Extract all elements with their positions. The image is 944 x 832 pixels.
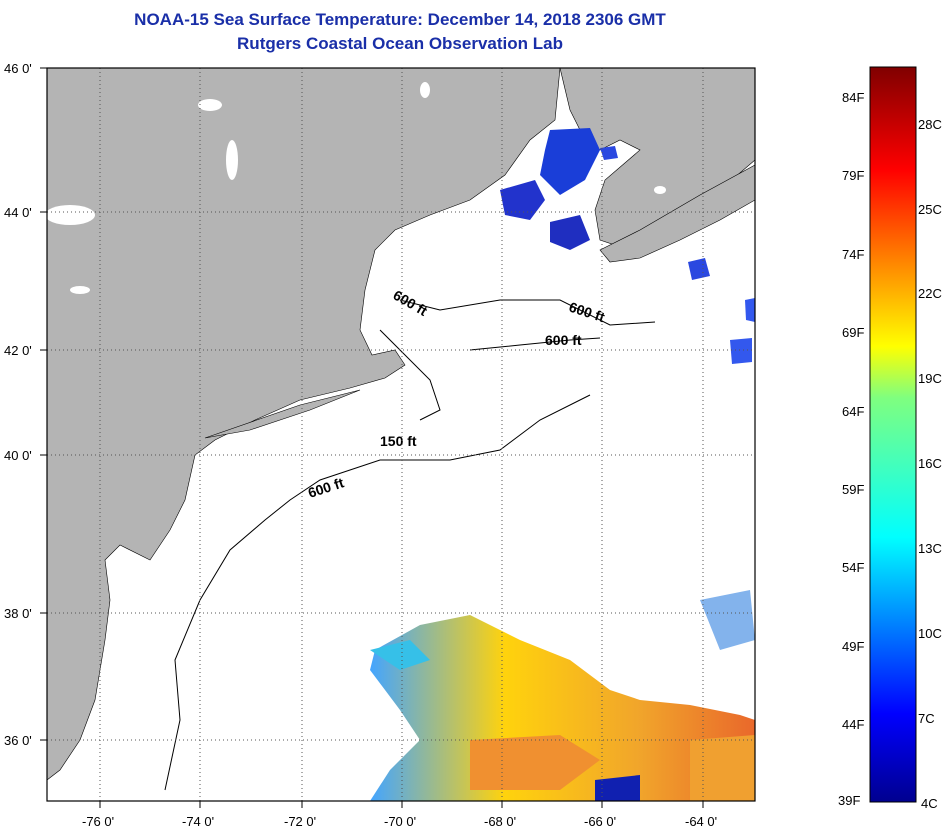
land-masses: [46, 67, 756, 781]
colorbar-f-label: 69F: [842, 325, 864, 340]
lon-label: -72 0': [284, 814, 316, 829]
colorbar-fahrenheit-labels: 84F 79F 74F 69F 64F 59F 54F 49F 44F 39F: [838, 90, 864, 808]
lon-label: -66 0': [584, 814, 616, 829]
colorbar-c-label: 19C: [918, 371, 942, 386]
depth-contours: [164, 299, 656, 791]
colorbar-celsius-labels: 28C 25C 22C 19C 16C 13C 10C 7C 4C: [918, 117, 942, 811]
map-frame: [46, 67, 756, 802]
lat-label: 42 0': [4, 343, 32, 358]
map-subtitle: Rutgers Coastal Ocean Observation Lab: [237, 34, 563, 53]
colorbar-c-label: 7C: [918, 711, 935, 726]
colorbar-f-label: 54F: [842, 560, 864, 575]
lon-label: -70 0': [384, 814, 416, 829]
lat-label: 36 0': [4, 733, 32, 748]
colorbar-f-label: 79F: [842, 168, 864, 183]
longitude-labels: -76 0' -74 0' -72 0' -70 0' -68 0' -66 0…: [82, 814, 717, 829]
colorbar-c-label: 22C: [918, 286, 942, 301]
colorbar-f-label: 84F: [842, 90, 864, 105]
colorbar-f-label: 44F: [842, 717, 864, 732]
lat-label: 44 0': [4, 205, 32, 220]
colorbar-c-label: 16C: [918, 456, 942, 471]
latitude-labels: 46 0' 44 0' 42 0' 40 0' 38 0' 36 0': [4, 61, 32, 748]
colorbar-f-label: 39F: [838, 793, 860, 808]
lat-label: 40 0': [4, 448, 32, 463]
lon-label: -68 0': [484, 814, 516, 829]
colorbar-c-label: 10C: [918, 626, 942, 641]
colorbar-c-label: 25C: [918, 202, 942, 217]
lon-label: -74 0': [182, 814, 214, 829]
contour-label: 600 ft: [545, 332, 582, 348]
lakes: [45, 82, 666, 294]
colorbar-f-label: 64F: [842, 404, 864, 419]
map-title: NOAA-15 Sea Surface Temperature: Decembe…: [134, 10, 666, 29]
colorbar-f-label: 59F: [842, 482, 864, 497]
lon-label: -76 0': [82, 814, 114, 829]
colorbar-c-label: 13C: [918, 541, 942, 556]
colorbar-c-label: 28C: [918, 117, 942, 132]
lat-label: 38 0': [4, 606, 32, 621]
colorbar-f-label: 49F: [842, 639, 864, 654]
lon-label: -64 0': [685, 814, 717, 829]
colorbar-c-label: 4C: [921, 796, 938, 811]
sst-cold-patches: [500, 128, 755, 364]
colorbar: [869, 66, 917, 803]
lat-label: 46 0': [4, 61, 32, 76]
contour-label: 150 ft: [380, 433, 417, 449]
axis-ticks: [40, 67, 704, 808]
colorbar-f-label: 74F: [842, 247, 864, 262]
